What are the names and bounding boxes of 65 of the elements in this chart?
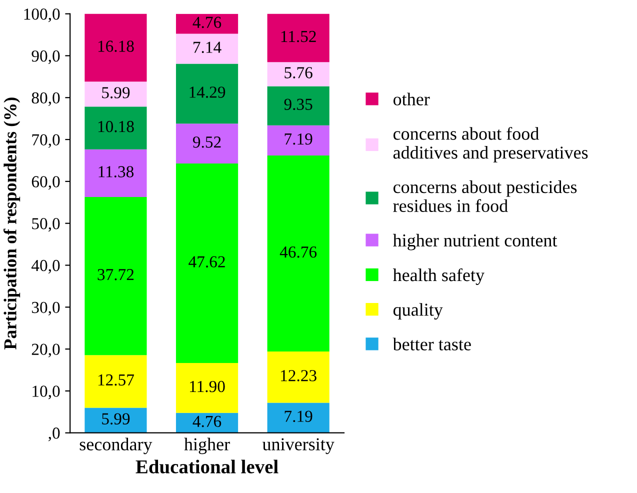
x-tick-label: university [262, 438, 334, 454]
data-label: 12.57 [98, 374, 134, 386]
y-tick-label: 40,0 [32, 260, 60, 274]
x-tick-label: secondary [80, 438, 152, 454]
bar [84, 408, 147, 433]
data-label: 5.76 [284, 67, 312, 78]
legend-label: other [393, 92, 430, 106]
x-axis-title: Educational level [136, 460, 278, 474]
data-label: 10.18 [98, 120, 134, 132]
bar [267, 125, 330, 156]
data-label: 7.19 [284, 133, 312, 145]
data-label: 4.76 [192, 16, 222, 28]
data-label: 5.99 [102, 87, 130, 98]
legend-label: health safety [392, 268, 484, 285]
bar [176, 124, 238, 164]
bar [84, 355, 147, 408]
data-label: 46.76 [280, 246, 317, 258]
bar [176, 363, 238, 413]
y-tick-label: 30,0 [32, 302, 60, 316]
data-label: 9.35 [284, 98, 312, 110]
legend-label: higher nutrient content [392, 234, 558, 250]
bar [84, 106, 147, 150]
y-tick-label: 60,0 [32, 176, 60, 190]
data-label: 9.52 [192, 136, 221, 148]
bar [176, 34, 238, 64]
bar [84, 14, 147, 82]
legend-label: better taste [392, 338, 471, 350]
bar [267, 14, 330, 62]
bar [176, 64, 238, 124]
y-tick-label: 50,0 [32, 218, 60, 232]
data-label: 4.76 [192, 416, 222, 428]
bar [176, 14, 238, 34]
bar [267, 156, 330, 352]
bar [267, 86, 330, 126]
bar [84, 82, 147, 107]
y-tick-label: 80,0 [32, 92, 60, 106]
data-label: 14.29 [190, 86, 226, 98]
bar [84, 149, 147, 198]
bar [267, 402, 330, 433]
bar [176, 412, 238, 433]
y-axis-title: Participation of respondents (%) [4, 98, 20, 350]
data-label: 11.90 [190, 380, 225, 392]
y-tick-label: 10,0 [32, 386, 60, 400]
y-tick-label: 90,0 [32, 50, 60, 64]
data-label: 7.19 [284, 410, 312, 422]
y-tick-label: 70,0 [32, 134, 60, 148]
legend-label: concerns about food additives and preservatives [393, 126, 588, 162]
y-tick-label: 100,0 [24, 8, 60, 22]
data-label: 5.99 [102, 413, 130, 425]
bar [176, 163, 238, 364]
legend-label: quality [393, 303, 443, 320]
data-label: 37.72 [98, 269, 134, 280]
y-tick-label: ,0 [48, 428, 60, 442]
bar [84, 197, 147, 356]
bar [267, 62, 330, 86]
bar [267, 351, 330, 403]
data-label: 16.18 [98, 40, 134, 52]
data-label: 11.52 [281, 30, 316, 42]
data-label: 7.14 [194, 42, 222, 53]
legend-label: concerns about pesticides residues in food [393, 180, 577, 212]
y-tick-label: 20,0 [32, 344, 60, 358]
data-label: 47.62 [188, 256, 225, 268]
data-label: 11.38 [98, 166, 134, 178]
data-label: 12.23 [281, 370, 316, 382]
x-tick-label: higher [184, 438, 230, 454]
